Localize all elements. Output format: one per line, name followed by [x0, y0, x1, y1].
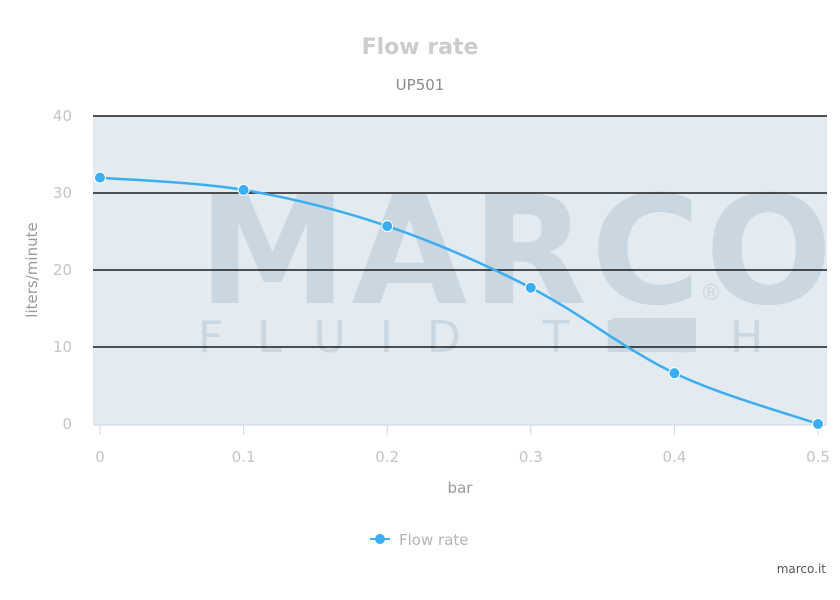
x-tick-label: 0.1 — [232, 448, 256, 466]
credits-link[interactable]: marco.it — [777, 562, 827, 576]
chart-title: Flow rate — [362, 35, 479, 60]
legend-swatch-marker — [375, 534, 385, 544]
data-point[interactable] — [381, 220, 394, 233]
marco-fluid-tech-watermark: MARCO ® FLUID TECH — [198, 165, 836, 363]
y-tick-label: 40 — [53, 107, 72, 125]
y-axis-tick-labels: 0 10 20 30 40 — [53, 107, 72, 433]
y-tick-label: 0 — [62, 415, 72, 433]
data-point[interactable] — [237, 183, 250, 196]
y-tick-label: 20 — [53, 261, 72, 279]
data-point[interactable] — [812, 418, 824, 430]
legend[interactable]: Flow rate — [370, 531, 468, 549]
x-axis-title: bar — [448, 479, 474, 497]
x-tick-label: 0.4 — [662, 448, 686, 466]
legend-item-flow-rate[interactable]: Flow rate — [399, 531, 468, 549]
grid-lines — [93, 115, 827, 426]
x-tick-label: 0 — [95, 448, 105, 466]
chart-subtitle: UP501 — [396, 76, 445, 94]
x-tick-label: 0.3 — [519, 448, 543, 466]
data-point[interactable] — [668, 367, 681, 380]
watermark-tagline: FLUID TECH — [198, 312, 797, 363]
data-point[interactable] — [524, 281, 537, 294]
y-axis-title: liters/minute — [23, 222, 41, 317]
y-tick-label: 30 — [53, 184, 72, 202]
watermark-registered-mark: ® — [700, 281, 722, 306]
watermark-brand: MARCO — [198, 165, 836, 339]
data-point[interactable] — [94, 171, 106, 184]
x-tick-label: 0.2 — [375, 448, 399, 466]
x-axis-tick-labels: 0 0.1 0.2 0.3 0.4 0.5 — [95, 448, 830, 466]
series-layer — [94, 171, 824, 430]
series-line-flow-rate — [99, 176, 819, 426]
x-tick-label: 0.5 — [806, 448, 830, 466]
x-axis-ticks — [99, 425, 819, 435]
y-tick-label: 10 — [53, 338, 72, 356]
